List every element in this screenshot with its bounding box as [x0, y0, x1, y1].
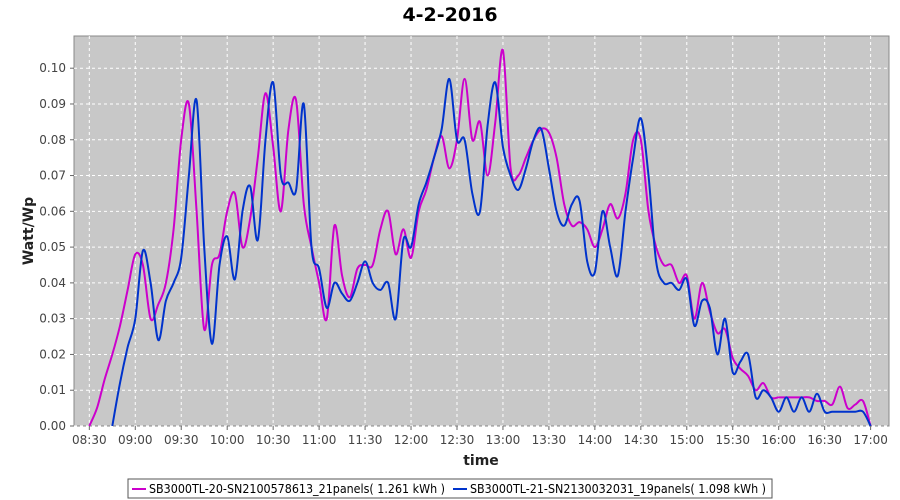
legend-label-2: SB3000TL-21-SN2130032031_19panels( 1.098… [470, 482, 766, 496]
x-tick-label: 15:00 [669, 433, 704, 447]
x-tick-label: 13:30 [532, 433, 567, 447]
y-axis-label: Watt/Wp [21, 197, 37, 265]
y-tick-label: 0.08 [39, 133, 66, 147]
x-axis-label: time [463, 453, 499, 469]
x-tick-label: 11:30 [348, 433, 383, 447]
y-tick-label: 0.07 [39, 169, 66, 183]
x-tick-label: 12:00 [394, 433, 429, 447]
y-tick-label: 0.00 [39, 419, 66, 433]
x-tick-label: 17:00 [853, 433, 888, 447]
series-line-1 [88, 48, 872, 427]
y-tick-label: 0.03 [39, 312, 66, 326]
chart-title: 4-2-2016 [402, 4, 497, 26]
y-tick-label: 0.06 [39, 204, 66, 218]
x-tick-label: 13:00 [486, 433, 521, 447]
y-tick-label: 0.02 [39, 347, 66, 361]
x-tick-label: 10:30 [256, 433, 291, 447]
y-tick-label: 0.01 [39, 383, 66, 397]
x-tick-label: 12:30 [440, 433, 475, 447]
plot-area [73, 35, 890, 427]
series-layer [88, 48, 872, 427]
x-tick-label: 16:30 [807, 433, 842, 447]
x-tick-label: 10:00 [210, 433, 245, 447]
x-tick-label: 14:30 [624, 433, 659, 447]
x-tick-label: 09:30 [164, 433, 199, 447]
y-tick-label: 0.09 [39, 97, 66, 111]
x-tick-label: 16:00 [761, 433, 796, 447]
y-tick-label: 0.05 [39, 240, 66, 254]
legend-box [127, 478, 773, 499]
x-tick-label: 11:00 [302, 433, 337, 447]
x-tick-label: 09:00 [118, 433, 153, 447]
y-tick-label: 0.04 [39, 276, 66, 290]
x-tick-label: 15:30 [715, 433, 750, 447]
legend: SB3000TL-20-SN2100578613_21panels( 1.261… [127, 478, 773, 499]
y-axis: 0.00 0.01 0.02 0.03 0.04 0.05 0.06 0.07 0.08 0.09… [39, 61, 74, 433]
series-line-2 [111, 77, 872, 427]
legend-label-1: SB3000TL-20-SN2100578613_21panels( 1.261… [149, 482, 445, 496]
x-tick-label: 14:00 [578, 433, 613, 447]
x-tick-label: 08:30 [72, 433, 107, 447]
x-axis: 08:30 09:00 09:30 10:00 10:30 11:00 11:30 12:00… [72, 426, 888, 447]
y-tick-label: 0.10 [39, 61, 66, 75]
